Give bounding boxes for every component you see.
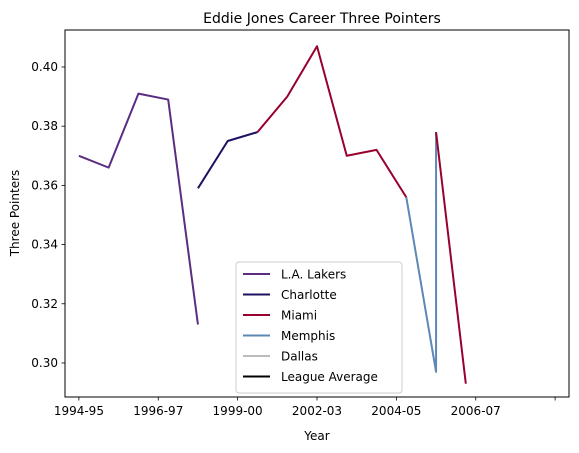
y-tick-label-0: 0.30 — [31, 356, 58, 370]
x-tick-label-0: 1994-95 — [54, 404, 104, 418]
legend-label-4: Dallas — [281, 350, 318, 364]
legend-box — [235, 261, 403, 394]
legend-label-2: Miami — [281, 309, 317, 323]
plot-lines — [78, 45, 467, 384]
series-line-4 — [435, 131, 467, 384]
series-line-0 — [78, 92, 199, 325]
legend-label-1: Charlotte — [281, 288, 337, 302]
x-tick-label-5: 2006-07 — [451, 404, 501, 418]
x-axis: 1994-95 1996-97 1999-00 2002-03 2004-05 2006-… — [54, 397, 556, 418]
series-line-1 — [197, 131, 258, 189]
x-tick-label-3: 2002-03 — [292, 404, 342, 418]
y-axis: 0.30 0.32 0.34 0.36 0.38 0.40 — [31, 60, 65, 370]
y-tick-label-4: 0.38 — [31, 119, 58, 133]
y-tick-label-2: 0.34 — [31, 238, 58, 252]
y-tick-label-5: 0.40 — [31, 60, 58, 74]
y-axis-label: Three Pointers — [8, 170, 22, 258]
x-tick-label-4: 2004-05 — [371, 404, 421, 418]
x-axis-label: Year — [303, 429, 329, 443]
x-tick-label-1: 1996-97 — [133, 404, 183, 418]
y-tick-label-3: 0.36 — [31, 178, 58, 192]
y-tick-label-1: 0.32 — [31, 297, 58, 311]
chart-title: Eddie Jones Career Three Pointers — [203, 11, 441, 27]
legend-label-0: L.A. Lakers — [281, 268, 346, 282]
legend: L.A. Lakers Charlotte Miami Memphis Dallas Le… — [235, 261, 403, 394]
legend-label-3: Memphis — [281, 329, 335, 343]
legend-label-5: League Average — [281, 370, 378, 384]
series-line-2 — [256, 45, 408, 198]
series-line-3 — [405, 132, 438, 373]
x-tick-label-2: 1999-00 — [213, 404, 263, 418]
